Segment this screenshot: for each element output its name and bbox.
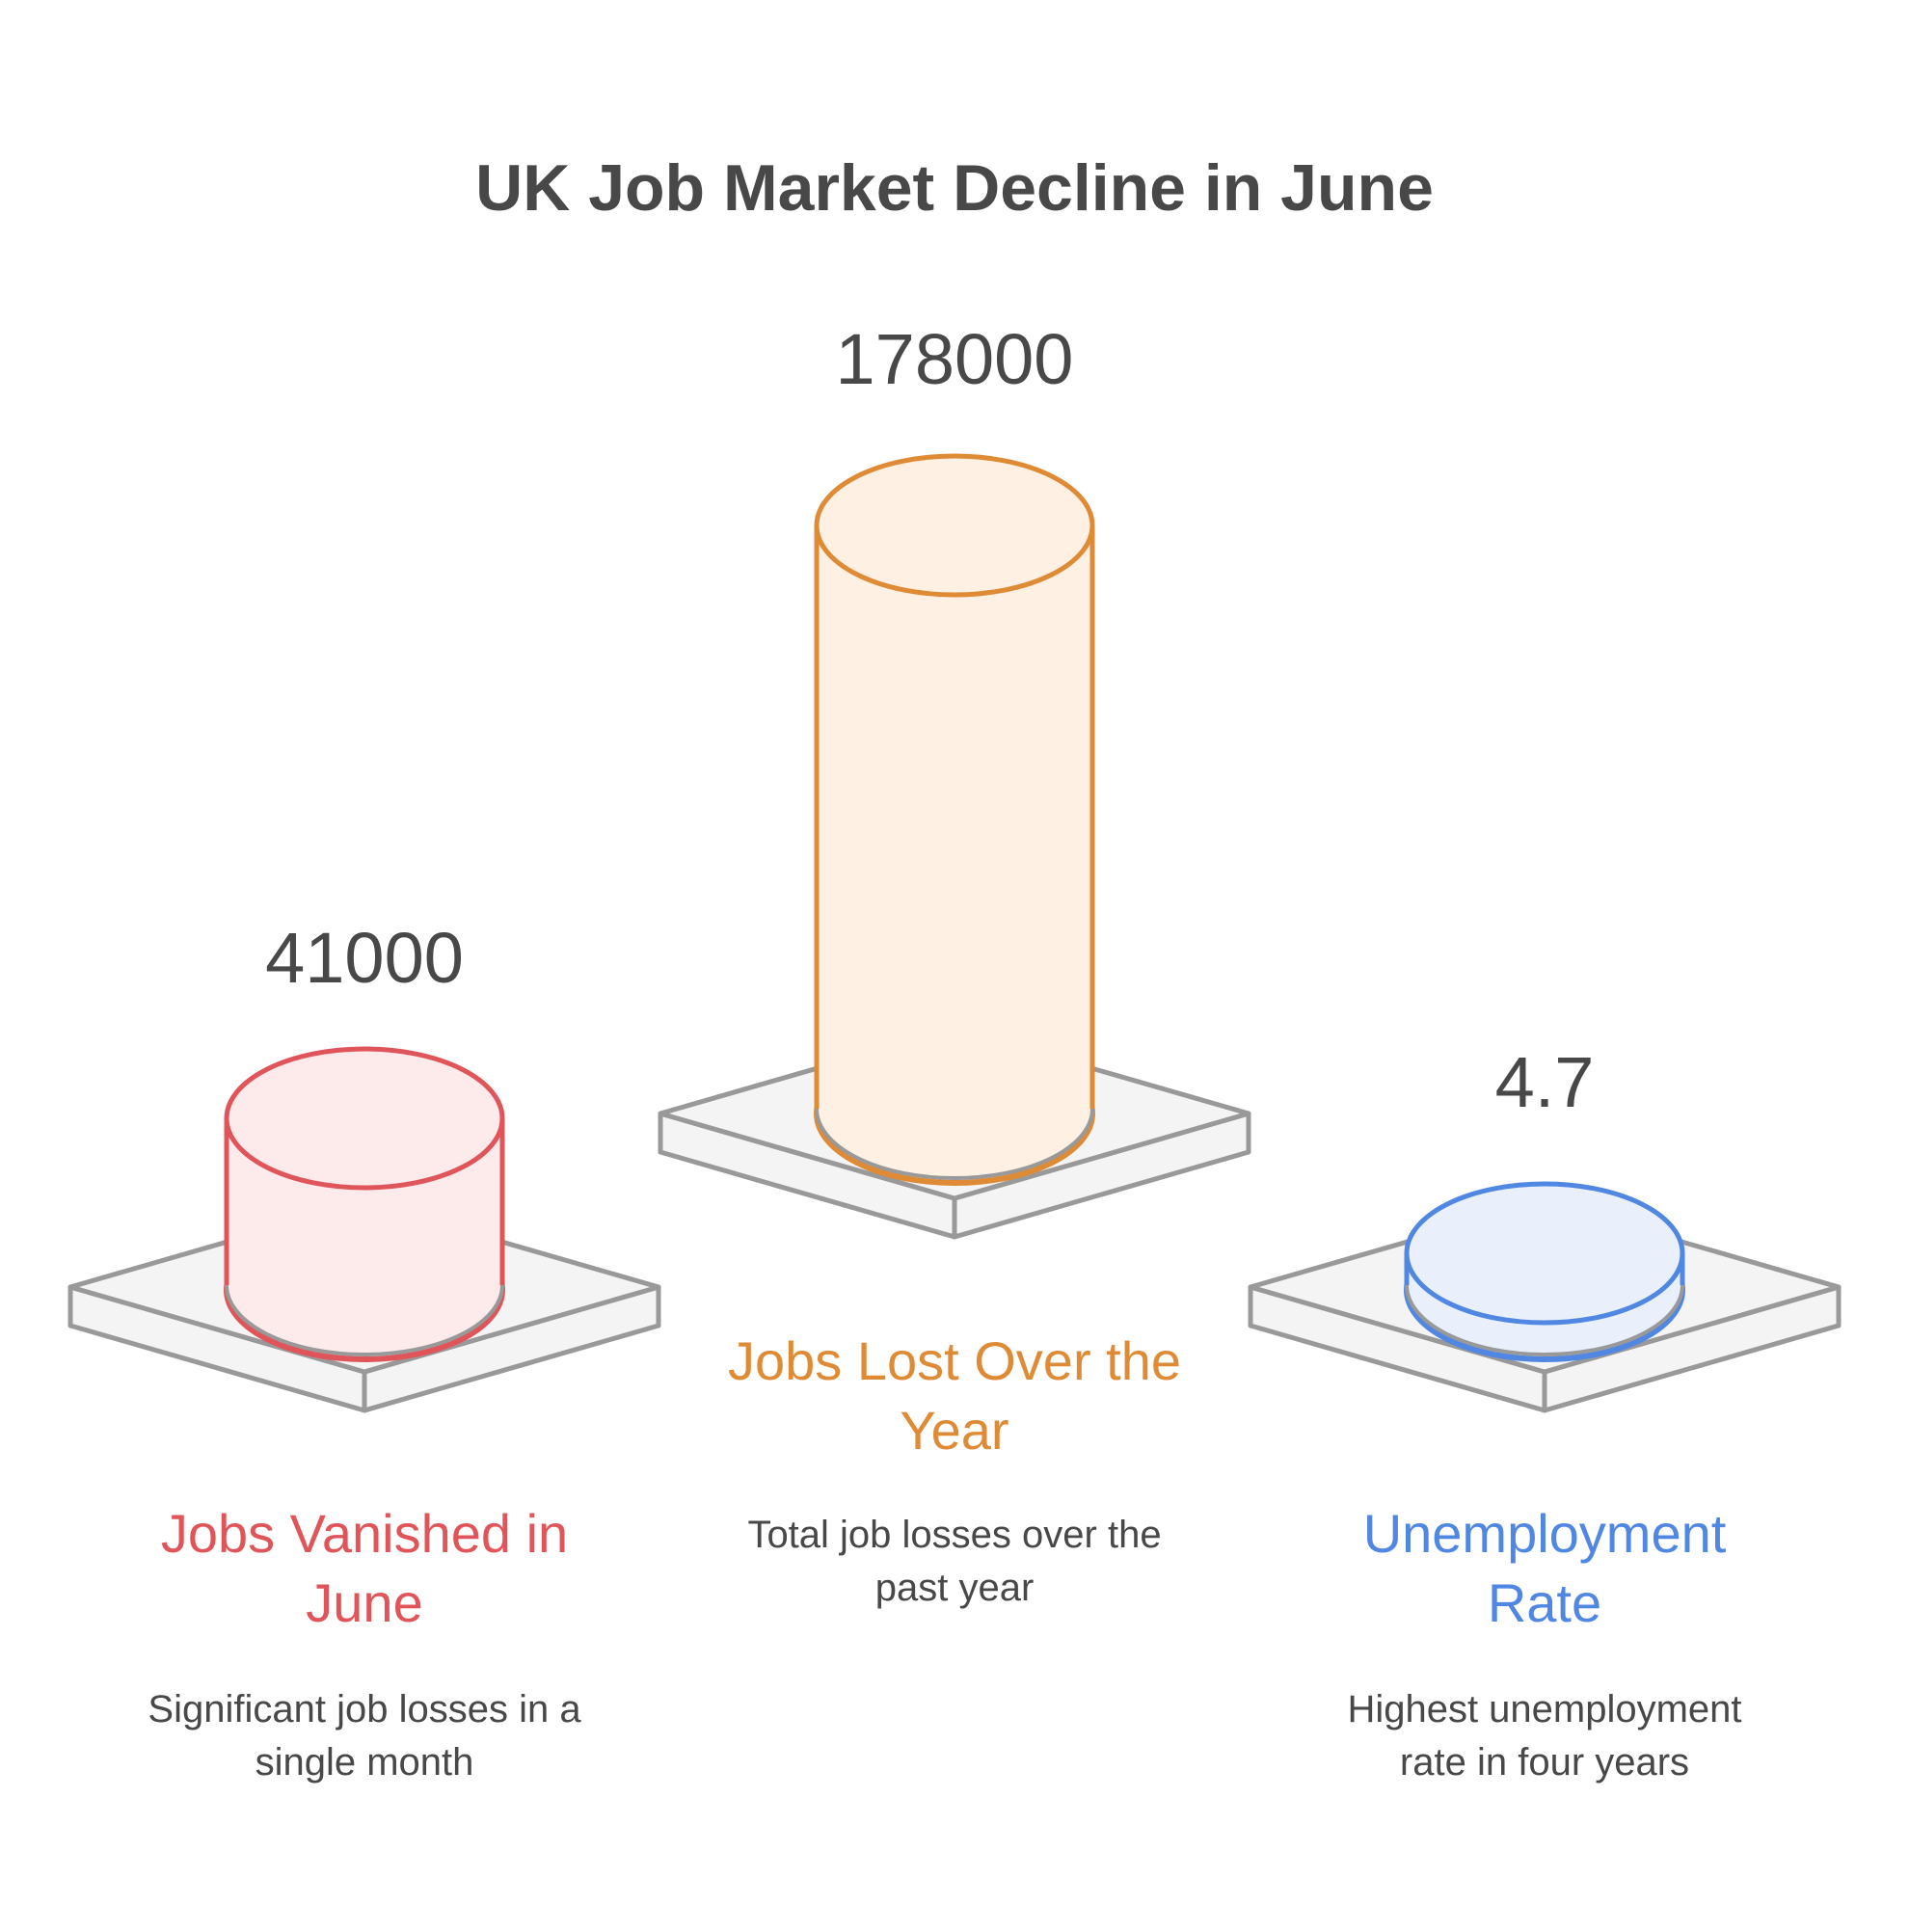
value-label: 4.7 — [1495, 1042, 1595, 1122]
bars-layer: 41000 Jobs Vanished in June Significant job… — [67, 319, 1842, 1784]
category-label-line: Rate — [1488, 1572, 1601, 1633]
description-line: single month — [255, 1741, 474, 1784]
category-label-line: June — [306, 1572, 422, 1633]
value-label: 41000 — [265, 918, 464, 998]
value-label: 178000 — [836, 319, 1074, 399]
bar-top — [1404, 1181, 1685, 1326]
bar-group-1: 41000 Jobs Vanished in June Significant job… — [67, 918, 661, 1784]
description-line: Significant job losses in a — [148, 1688, 581, 1731]
bar-base-edge — [815, 1108, 1094, 1180]
category-label-line: Year — [900, 1400, 1008, 1461]
category-label: Unemployment Rate — [1363, 1503, 1727, 1633]
description-line: Highest unemployment — [1347, 1688, 1741, 1731]
bar-body — [817, 525, 1092, 1178]
bar-base-edge — [225, 1284, 504, 1356]
description-line: Total job losses over the — [747, 1514, 1161, 1556]
category-label-line: Jobs Lost Over the — [728, 1330, 1181, 1391]
bar-base-edge — [1405, 1284, 1684, 1356]
category-label-line: Jobs Vanished in — [161, 1503, 568, 1564]
description-text: Highest unemployment rate in four years — [1347, 1688, 1741, 1784]
category-label: Jobs Vanished in June — [161, 1503, 568, 1633]
chart-title: UK Job Market Decline in June — [475, 151, 1434, 225]
description-line: past year — [875, 1567, 1035, 1609]
bar-top — [224, 1046, 505, 1191]
bar-group-3: 4.7 Unemployment Rate Highest unemployment r… — [1248, 1042, 1842, 1784]
description-text: Significant job losses in a single month — [148, 1688, 581, 1784]
bar-group-2: 178000 Jobs Lost Over the Year Total job lo… — [658, 319, 1251, 1609]
description-text: Total job losses over the past year — [747, 1514, 1161, 1609]
description-line: rate in four years — [1400, 1741, 1689, 1784]
bar-top — [814, 453, 1095, 598]
category-label-line: Unemployment — [1363, 1503, 1727, 1564]
category-label: Jobs Lost Over the Year — [728, 1330, 1181, 1461]
